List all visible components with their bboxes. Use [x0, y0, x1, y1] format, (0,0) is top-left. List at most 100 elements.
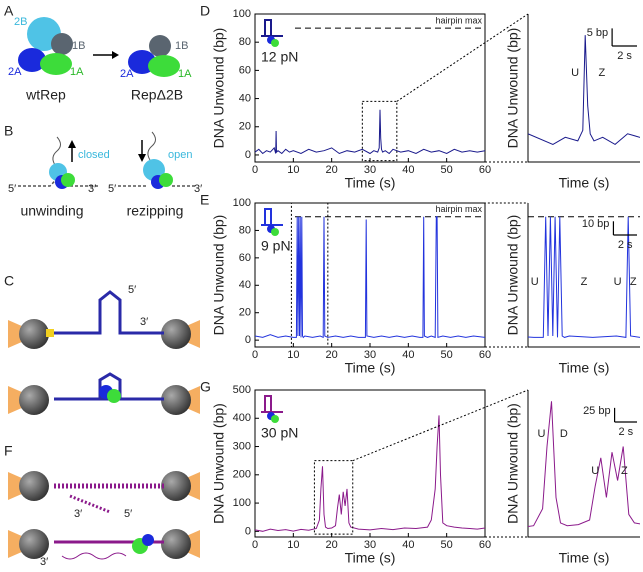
end-label: 3′: [140, 316, 148, 328]
y-tick-label: 100: [233, 197, 251, 209]
panel-letter: B: [4, 123, 13, 139]
annotation: D: [560, 428, 568, 440]
domain-2a: [18, 48, 46, 72]
wt-label: wtRep: [25, 87, 66, 103]
domain-label: 2A: [8, 66, 22, 78]
end-label: 3′: [194, 183, 202, 195]
y-axis-label: DNA Unwound (bp): [505, 403, 521, 524]
rep-icon: [271, 415, 279, 423]
y-tick-label: 80: [239, 36, 251, 48]
arrow-head: [112, 51, 119, 59]
force-label: 12 pN: [261, 49, 298, 65]
reference-label: hairpin max: [435, 15, 482, 25]
x-tick-label: 40: [402, 539, 414, 551]
hairpin-dna: [54, 290, 164, 335]
y-tick-label: 80: [239, 224, 251, 236]
x-tick-label: 10: [287, 539, 299, 551]
y-axis-label: DNA Unwound (bp): [505, 28, 521, 149]
y-axis-label: DNA Unwound (bp): [211, 28, 227, 149]
domain-label: 1B: [72, 40, 85, 52]
panel-b: B closed 5′ 3′ unwinding open 5′ 3′ rezi…: [4, 123, 202, 219]
end-label: 3′: [40, 556, 48, 568]
reference-label: hairpin max: [435, 204, 482, 214]
mode-label: unwinding: [20, 203, 83, 219]
inset-axes: [527, 14, 640, 163]
domain-label: 2A: [120, 68, 134, 80]
annotation: U: [531, 276, 539, 288]
scalebar-label: 10 bp: [582, 218, 610, 230]
end-label: 5′: [108, 183, 116, 195]
rep: [159, 173, 173, 187]
inset-axes: [527, 203, 640, 348]
panel-letter: C: [4, 273, 14, 289]
panel-letter: A: [4, 3, 14, 19]
hairpin-icon: [261, 208, 283, 226]
x-axis-label: Time (s): [559, 550, 610, 566]
y-tick-label: 20: [239, 121, 251, 133]
bead: [161, 471, 191, 501]
panel-letter: D: [200, 3, 210, 19]
end-label: 5′: [8, 183, 16, 195]
plot-frame: [254, 389, 486, 538]
y-tick-label: 60: [239, 64, 251, 76]
x-tick-label: 40: [402, 349, 414, 361]
y-axis-label: DNA Unwound (bp): [211, 403, 227, 524]
domain-1a: [148, 55, 180, 77]
dna-strand: [52, 136, 61, 166]
zoom-box: [361, 100, 398, 162]
domain-1a: [40, 53, 72, 75]
x-tick-label: 30: [364, 349, 376, 361]
bead: [19, 319, 49, 349]
end-label: 3′: [88, 183, 96, 195]
bead: [19, 529, 49, 559]
arrow-head: [68, 140, 76, 148]
domain-label: 1A: [178, 68, 192, 80]
y-axis-label: DNA Unwound (bp): [505, 215, 521, 336]
domain-1b: [149, 35, 171, 57]
x-tick-label: 0: [252, 349, 258, 361]
zoom-connector: [352, 389, 529, 462]
x-tick-label: 50: [441, 539, 453, 551]
x-axis-label: Time (s): [345, 550, 396, 566]
bead: [19, 385, 49, 415]
x-tick-label: 20: [326, 539, 338, 551]
annotation: U: [537, 428, 545, 440]
y-tick-label: 40: [239, 92, 251, 104]
y-tick-label: 20: [239, 307, 251, 319]
trace: [528, 401, 640, 528]
y-axis-label: DNA Unwound (bp): [211, 215, 227, 336]
arrow-head: [138, 154, 146, 162]
annotation: Z: [581, 276, 588, 288]
trace: [528, 216, 640, 338]
state-label: closed: [78, 149, 110, 161]
end-label: 5′: [124, 508, 132, 520]
y-tick-label: 400: [233, 412, 251, 424]
panel-a: A 2B 1B 2A 1A wtRep 1B 2A 1A RepΔ2B: [4, 3, 192, 103]
rep-icon: [271, 39, 279, 47]
end-label: 3′: [74, 508, 82, 520]
trace: [255, 415, 485, 532]
dna: [61, 552, 127, 560]
x-axis-label: Time (s): [345, 360, 396, 376]
rep: [107, 389, 121, 403]
scalebar-label: 2 s: [618, 239, 633, 251]
annotation: Z: [599, 67, 606, 79]
domain-label: 1A: [70, 66, 84, 78]
dna-strand: [147, 131, 156, 161]
y-tick-label: 60: [239, 252, 251, 264]
bead: [161, 319, 191, 349]
y-tick-label: 100: [233, 497, 251, 509]
panel-f: F 3′ 5′ 3′: [4, 443, 200, 568]
trace: [528, 35, 640, 146]
annotation: Z: [630, 276, 637, 288]
linker: [46, 329, 54, 337]
x-tick-label: 50: [441, 164, 453, 176]
trace: [255, 216, 485, 339]
scalebar-label: 2 s: [617, 50, 632, 62]
force-label: 30 pN: [261, 425, 298, 441]
x-tick-label: 10: [287, 349, 299, 361]
force-label: 9 pN: [261, 238, 291, 254]
domain-label: 2B: [14, 16, 27, 28]
end-label: 5′: [128, 284, 136, 296]
annotation: Z: [621, 465, 628, 477]
